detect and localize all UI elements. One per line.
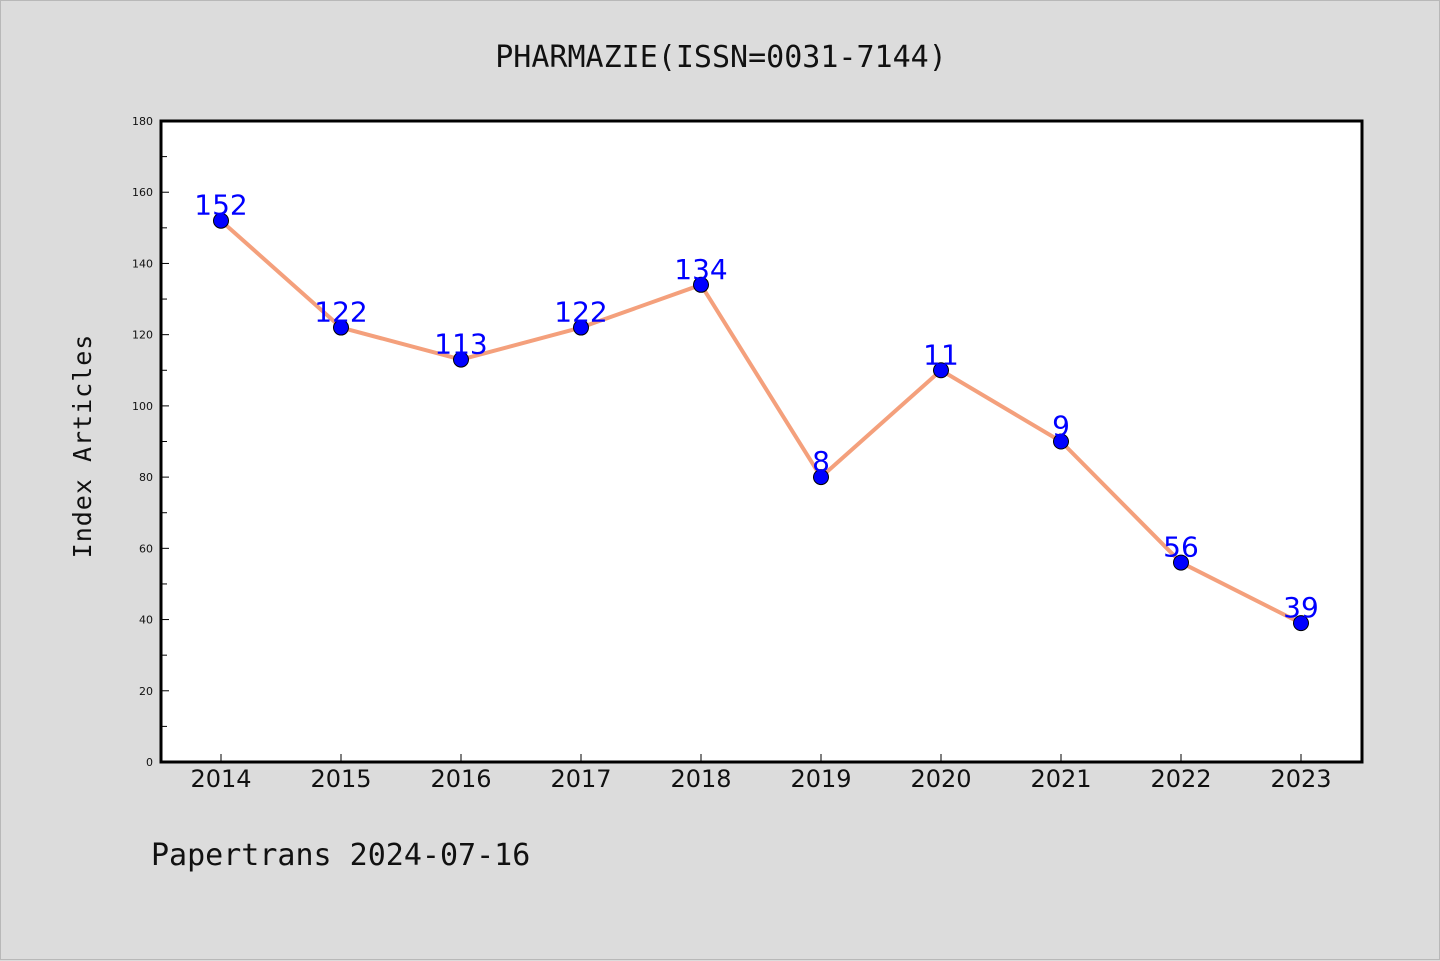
data-label: 122 bbox=[314, 296, 367, 329]
data-label: 134 bbox=[674, 253, 727, 286]
data-label: 122 bbox=[554, 296, 607, 329]
y-axis-label: Index Articles bbox=[68, 334, 97, 559]
x-tick-label: 2020 bbox=[910, 765, 971, 793]
data-label: 56 bbox=[1163, 531, 1199, 564]
y-tick-label: 80 bbox=[139, 471, 153, 484]
data-label: 113 bbox=[434, 328, 487, 361]
data-label: 8 bbox=[812, 445, 830, 478]
y-tick-label: 0 bbox=[146, 756, 153, 769]
x-tick-label: 2014 bbox=[190, 765, 251, 793]
y-tick-label: 60 bbox=[139, 542, 153, 555]
x-tick-label: 2021 bbox=[1030, 765, 1091, 793]
data-point bbox=[1293, 615, 1309, 632]
x-tick-label: 2015 bbox=[310, 765, 371, 793]
plot-area bbox=[159, 119, 1364, 764]
footer-credit: Papertrans 2024-07-16 bbox=[151, 838, 530, 873]
data-point bbox=[573, 319, 589, 336]
data-point bbox=[213, 212, 229, 229]
series-line bbox=[219, 219, 1302, 625]
x-tick-label: 2019 bbox=[790, 765, 851, 793]
data-point bbox=[333, 319, 349, 336]
data-point bbox=[453, 351, 469, 368]
x-tick-label: 2017 bbox=[550, 765, 611, 793]
data-point bbox=[1173, 554, 1189, 571]
data-point bbox=[813, 469, 829, 486]
y-tick-label: 140 bbox=[132, 257, 153, 270]
y-tick-label: 20 bbox=[139, 685, 153, 698]
y-tick-label: 180 bbox=[132, 115, 153, 128]
data-label: 9 bbox=[1052, 410, 1070, 443]
y-tick-label: 160 bbox=[132, 186, 153, 199]
data-point bbox=[693, 276, 709, 293]
x-tick-label: 2022 bbox=[1150, 765, 1211, 793]
y-axis: 0 20 40 60 80 100 120 140 160 180 bbox=[132, 115, 169, 769]
y-tick-label: 40 bbox=[139, 614, 153, 627]
series-layer: 152 122 113 122 134 8 11 9 56 39 bbox=[194, 189, 1319, 632]
x-tick-label: 2016 bbox=[430, 765, 491, 793]
x-tick-label: 2023 bbox=[1270, 765, 1331, 793]
data-point bbox=[933, 362, 949, 379]
data-point bbox=[1053, 433, 1069, 450]
x-axis: 2014 2015 2016 2017 2018 2019 2020 2021 2022 2023 bbox=[190, 754, 1332, 793]
y-tick-label: 100 bbox=[132, 400, 153, 413]
data-label: 152 bbox=[194, 189, 247, 222]
chart-title: PHARMAZIE(ISSN=0031-7144) bbox=[495, 40, 947, 75]
y-tick-label: 120 bbox=[132, 329, 153, 342]
data-label: 39 bbox=[1283, 591, 1319, 624]
data-label: 11 bbox=[923, 338, 959, 371]
x-tick-label: 2018 bbox=[670, 765, 731, 793]
